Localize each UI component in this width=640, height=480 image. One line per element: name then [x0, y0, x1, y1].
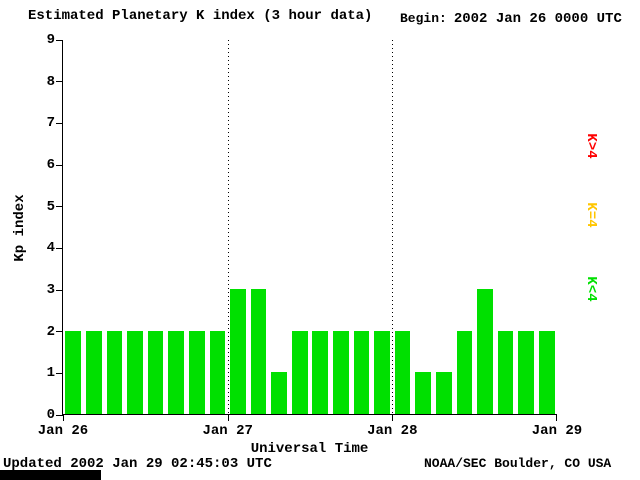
kp-bar [518, 330, 534, 414]
y-axis-tick-label: 8 [46, 73, 55, 90]
kp-bar [86, 330, 102, 414]
x-axis-tick [63, 414, 64, 421]
kp-bar [477, 289, 493, 414]
y-axis-tick [56, 164, 63, 166]
y-axis-tick [56, 247, 63, 249]
y-axis-tick-label: 2 [46, 323, 55, 340]
y-axis-tick-label: 6 [46, 157, 55, 173]
kp-bar [394, 330, 411, 414]
plot-area: Universal Time 0 1 2 3 4 5 6 7 8 9 Jan 26 Jan 27 Jan… [38, 32, 582, 457]
kp-bar [271, 372, 287, 414]
kp-bar [230, 289, 246, 414]
y-axis-tick-label: 0 [46, 407, 55, 423]
begin-value: 2002 Jan 26 0000 UTC [453, 11, 622, 27]
begin-timestamp: Begin: 2002 Jan 26 0000 UTC [400, 11, 622, 27]
kp-bar [291, 330, 308, 414]
y-axis-tick-label: 3 [46, 282, 55, 298]
x-axis-tick-label: Jan 26 [37, 423, 89, 439]
y-axis-tick [56, 414, 63, 416]
kp-bar [456, 330, 473, 414]
legend-k-lt-4: K<4 [583, 276, 599, 302]
day-separator-line [227, 40, 229, 414]
x-axis-tick-label: Jan 27 [202, 423, 253, 439]
chart-title: Estimated Planetary K index (3 hour data… [28, 8, 373, 24]
kp-bar [353, 330, 370, 414]
x-axis-tick-label: Jan 28 [367, 423, 418, 439]
y-axis-tick [56, 289, 63, 291]
legend-k-eq-4: K=4 [583, 202, 599, 228]
x-axis-tick [227, 414, 229, 421]
kp-bar [106, 330, 123, 414]
x-axis-tick-label: Jan 29 [531, 423, 583, 439]
begin-label: Begin: [400, 11, 447, 26]
x-axis-tick [392, 414, 394, 421]
x-axis-title: Universal Time [250, 441, 369, 457]
kp-bar [209, 330, 226, 414]
y-axis-tick-label: 1 [46, 365, 55, 382]
y-axis-tick [56, 206, 63, 208]
y-axis-tick-label: 4 [46, 240, 55, 257]
updated-timestamp: Updated 2002 Jan 29 02:45:03 UTC [3, 456, 272, 472]
y-axis-tick [56, 331, 63, 333]
bottom-left-black-bar [0, 470, 101, 480]
y-axis-tick [56, 122, 63, 124]
kp-bar [538, 330, 555, 414]
y-axis-tick [56, 81, 63, 83]
kp-bar [65, 330, 82, 414]
kp-bar [435, 372, 452, 414]
kp-bar [374, 330, 390, 414]
kp-bar [415, 372, 432, 414]
kp-bar [497, 330, 514, 414]
x-axis-tick [556, 414, 557, 421]
noaa-credit: NOAA/SEC Boulder, CO USA [424, 456, 612, 471]
kp-bar [250, 289, 267, 414]
y-axis-tick-label: 7 [46, 115, 55, 132]
kp-bar [127, 330, 143, 414]
kp-bar [147, 330, 164, 414]
y-axis-tick [56, 372, 63, 374]
kp-bar [312, 330, 329, 414]
kp-bar [168, 330, 185, 414]
kp-bar [333, 330, 349, 414]
y-axis-tick-label: 9 [46, 32, 55, 48]
kp-bar [188, 330, 205, 414]
y-axis-title: Kp index [12, 194, 28, 262]
legend-k-gt-4: K>4 [583, 133, 599, 159]
day-separator-line [392, 40, 394, 414]
y-axis-tick [56, 39, 63, 41]
y-axis-tick-label: 5 [46, 198, 55, 215]
